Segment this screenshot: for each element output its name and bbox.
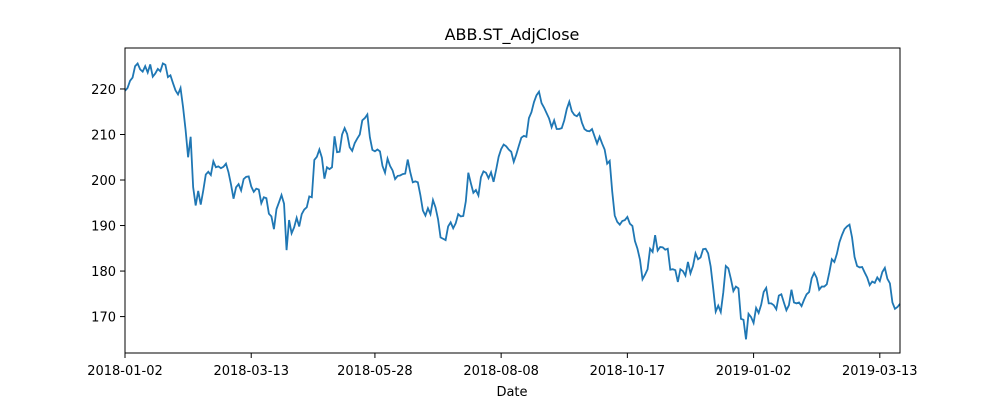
y-tick-label: 210 [91,128,116,143]
chart-title: ABB.ST_AdjClose [445,25,580,45]
y-tick-label: 190 [91,220,116,235]
y-tick-label: 220 [91,83,116,98]
x-tick-label: 2018-05-28 [337,364,413,379]
x-tick-label: 2018-01-02 [87,364,163,379]
x-axis-label: Date [496,385,527,400]
x-tick-label: 2018-03-13 [213,364,289,379]
x-tick-label: 2018-08-08 [463,364,539,379]
y-tick-label: 200 [91,174,116,189]
x-axis: 2018-01-02 2018-03-13 2018-05-28 2018-08-08… [87,353,918,379]
x-tick-label: 2019-03-13 [842,364,918,379]
plot-area [124,47,901,354]
y-tick-label: 170 [91,311,116,326]
x-tick-label: 2018-10-17 [590,364,666,379]
y-axis: 170 180 190 200 210 220 [91,83,125,326]
plot-frame [124,47,901,354]
x-tick-label: 2019-01-02 [716,364,792,379]
y-tick-label: 180 [91,265,116,280]
series-line-adjclose [124,61,901,340]
